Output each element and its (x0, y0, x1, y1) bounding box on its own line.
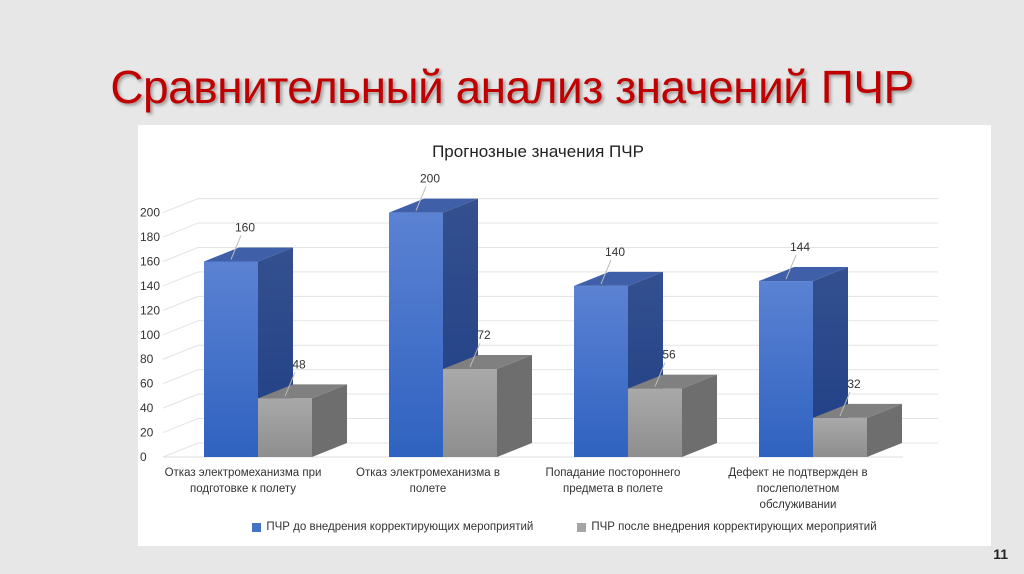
legend-swatch-gray (577, 522, 587, 532)
svg-text:200: 200 (140, 206, 160, 220)
category-label-1: Отказ электромеханизма при подготовке к … (158, 465, 328, 497)
legend-item-before: ПЧР до внедрения корректирующих мероприя… (252, 521, 533, 533)
svg-text:60: 60 (140, 377, 154, 391)
svg-text:180: 180 (140, 230, 160, 244)
svg-text:40: 40 (140, 401, 154, 415)
svg-text:140: 140 (605, 245, 625, 259)
category-label-line: Отказ электромеханизма в (356, 467, 500, 479)
svg-text:100: 100 (140, 328, 160, 342)
bars (204, 198, 902, 457)
category-label-line: обслуживании (759, 499, 837, 511)
chart-container: Прогнозные значения ПЧР 0 20 40 60 80 100 120 1… (138, 125, 991, 546)
svg-text:0: 0 (140, 450, 147, 464)
svg-text:56: 56 (662, 348, 676, 362)
chart-title: Прогнозные значения ПЧР (432, 142, 644, 161)
category-label-line: подготовке к полету (189, 483, 297, 495)
legend-item-after: ПЧР после внедрения корректирующих мероп… (577, 521, 877, 533)
chart-legend: ПЧР до внедрения корректирующих мероприя… (138, 521, 991, 533)
svg-text:160: 160 (140, 254, 160, 268)
svg-text:200: 200 (420, 172, 440, 186)
category-label-4: Дефект не подтвержден в послеполетном об… (713, 465, 883, 513)
legend-swatch-blue (252, 522, 262, 532)
category-label-line: послеполетном (756, 483, 840, 495)
svg-text:120: 120 (140, 303, 160, 317)
legend-label: ПЧР после внедрения корректирующих мероп… (591, 521, 877, 533)
svg-text:160: 160 (235, 220, 255, 234)
bar-chart-3d: Прогнозные значения ПЧР 0 20 40 60 80 100 120 1… (140, 142, 938, 464)
category-label-line: Отказ электромеханизма при (164, 467, 322, 479)
category-label-line: Попадание постороннего (545, 467, 681, 479)
legend-label: ПЧР до внедрения корректирующих мероприя… (266, 521, 534, 533)
svg-text:48: 48 (292, 357, 306, 371)
category-label-3: Попадание постороннего предмета в полете (528, 465, 698, 497)
svg-text:32: 32 (847, 377, 861, 391)
data-labels: 160 200 140 144 48 72 56 32 (230, 172, 861, 417)
svg-text:72: 72 (477, 328, 491, 342)
svg-text:80: 80 (140, 352, 154, 366)
svg-text:20: 20 (140, 426, 154, 440)
slide-title: Сравнительный анализ значений ПЧР (110, 61, 914, 113)
page-number: 11 (993, 546, 1008, 562)
svg-text:140: 140 (140, 279, 160, 293)
svg-text:144: 144 (790, 240, 810, 254)
category-label-line: Дефект не подтвержден в (728, 467, 868, 479)
y-axis: 0 20 40 60 80 100 120 140 160 180 200 (140, 206, 160, 464)
category-label-2: Отказ электромеханизма в полете (343, 465, 513, 497)
category-label-line: предмета в полете (562, 483, 664, 495)
category-label-line: полете (409, 483, 447, 495)
